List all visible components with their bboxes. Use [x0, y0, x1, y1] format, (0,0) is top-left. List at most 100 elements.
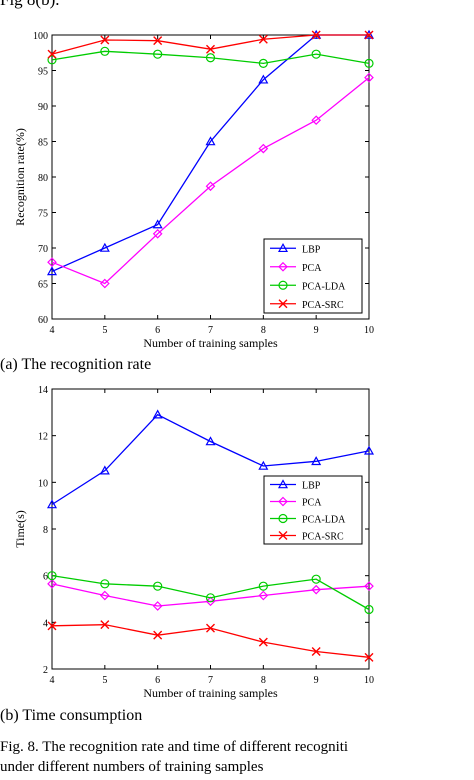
y-tick-label: 60 — [38, 315, 48, 326]
x-tick-label: 8 — [261, 675, 266, 686]
data-point-lbp — [363, 445, 375, 455]
data-point-pca-lda — [205, 593, 216, 603]
data-point-lbp — [258, 460, 269, 470]
data-point-pca-src — [47, 49, 57, 59]
data-point-pca-lda — [311, 574, 321, 584]
figure-caption-line-1: Fig. 8. The recognition rate and time of… — [0, 739, 349, 755]
figure-caption-line-2: under different numbers of training samp… — [0, 759, 264, 775]
page-top-text: Fig 8(b). — [0, 0, 60, 10]
series-line-pca — [51, 77, 370, 285]
x-tick-label: 5 — [102, 675, 107, 686]
data-point-pca-src — [47, 621, 57, 631]
x-tick-label: 6 — [155, 675, 160, 686]
data-point-pca-lda — [100, 46, 110, 56]
caption-time-consumption: (b) Time consumption — [0, 707, 143, 724]
legend-label-lbp: LBP — [302, 244, 321, 255]
data-point-pca-lda — [258, 581, 268, 591]
series-pca — [47, 72, 374, 289]
legend-label-pca-src: PCA-SRC — [302, 532, 344, 543]
data-point-pca — [152, 601, 163, 611]
y-tick-label: 100 — [33, 31, 48, 42]
series-lbp — [46, 409, 375, 509]
data-point-pca-src — [153, 36, 163, 46]
y-tick-label: 4 — [43, 618, 48, 629]
y-tick-label: 75 — [38, 209, 48, 220]
y-tick-label: 85 — [38, 138, 48, 149]
data-point-pca-src — [258, 34, 268, 44]
data-point-pca — [205, 596, 216, 607]
legend-label-pca-lda: PCA-LDA — [302, 515, 346, 526]
data-point-pca-src — [100, 620, 110, 630]
data-point-pca — [311, 584, 322, 595]
y-tick-label: 95 — [38, 67, 48, 78]
x-tick-label: 7 — [208, 675, 213, 686]
series-line-lbp — [51, 413, 370, 506]
data-point-pca — [364, 581, 374, 592]
data-point-pca-lda — [205, 53, 216, 63]
legend-marker-pca-lda — [278, 280, 288, 290]
caption-recognition-rate: (a) The recognition rate — [0, 356, 152, 373]
data-point-lbp — [152, 219, 163, 229]
legend: LBP PCA PCA-LDA PCA-SRC — [263, 238, 363, 314]
y-tick-label: 8 — [43, 525, 48, 536]
data-point-lbp — [205, 136, 216, 146]
x-tick-label: 4 — [50, 325, 55, 336]
y-tick-label: 80 — [38, 173, 48, 184]
data-point-pca-lda — [100, 579, 110, 589]
data-point-pca — [258, 143, 269, 154]
series-pca-src — [47, 30, 374, 59]
x-tick-label: 7 — [208, 325, 213, 336]
data-point-pca-lda — [258, 58, 268, 69]
x-tick-label: 9 — [314, 675, 319, 686]
data-point-pca — [47, 578, 57, 589]
series-line-lbp — [51, 34, 369, 273]
y-axis-label: Time(s) — [13, 510, 27, 548]
legend-marker-pca — [278, 496, 288, 507]
data-point-pca — [311, 115, 322, 126]
data-point-pca-lda — [364, 58, 374, 69]
data-point-pca — [152, 228, 163, 239]
legend-marker-lbp — [277, 479, 289, 489]
x-tick-label: 4 — [50, 675, 55, 686]
series-line-pca-lda — [51, 575, 370, 611]
series-line-pca-src — [51, 624, 370, 658]
data-point-pca — [47, 257, 57, 268]
data-point-pca-lda — [153, 49, 163, 59]
data-point-pca-src — [206, 44, 215, 54]
data-point-lbp — [205, 436, 216, 446]
data-point-pca-src — [311, 647, 321, 656]
series-line-pca-lda — [51, 50, 370, 65]
y-tick-label: 90 — [38, 102, 48, 113]
data-point-pca-src — [100, 35, 110, 45]
data-point-lbp — [152, 409, 163, 419]
data-point-pca-src — [364, 652, 374, 662]
legend-label-pca-src: PCA-SRC — [302, 300, 344, 311]
data-point-lbp — [311, 456, 322, 466]
y-tick-label: 2 — [43, 665, 48, 676]
legend-label-lbp: LBP — [302, 481, 321, 492]
legend-label-pca: PCA — [302, 263, 322, 274]
data-point-pca-lda — [311, 49, 321, 59]
data-point-pca — [258, 590, 269, 601]
x-tick-label: 9 — [314, 325, 319, 336]
data-point-lbp — [99, 465, 110, 475]
legend-label-pca-lda: PCA-LDA — [302, 281, 346, 292]
data-point-pca — [205, 181, 216, 192]
series-pca-src — [47, 620, 374, 662]
x-tick-label: 5 — [102, 325, 107, 336]
data-point-pca-lda — [364, 604, 374, 615]
data-point-pca-lda — [47, 571, 57, 581]
y-tick-label: 6 — [43, 572, 48, 583]
data-point-pca-src — [153, 630, 163, 640]
data-point-pca-src — [311, 30, 321, 40]
legend-marker-pca-src — [278, 299, 288, 309]
data-point-pca-lda — [47, 55, 57, 65]
legend-marker-lbp — [277, 243, 289, 253]
legend-marker-pca-src — [278, 531, 288, 540]
series-pca-lda — [47, 46, 374, 69]
x-tick-label: 10 — [364, 675, 374, 686]
data-point-pca — [99, 590, 110, 601]
x-tick-label: 8 — [261, 325, 266, 336]
legend-label-pca: PCA — [302, 498, 322, 509]
